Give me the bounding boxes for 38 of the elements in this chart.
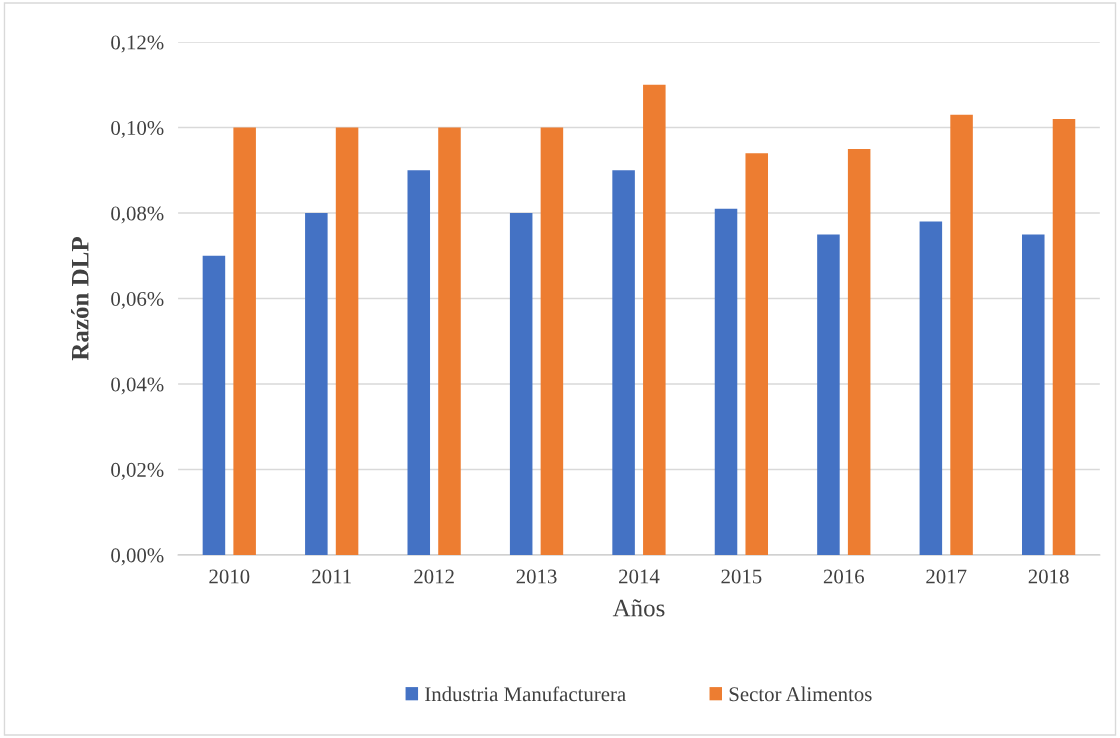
y-tick-label: 0,08% [111, 206, 164, 224]
x-tick-label: 2018 [1028, 569, 1069, 584]
x-tick-label: 2011 [312, 569, 351, 584]
bar [438, 127, 461, 555]
bar [407, 170, 431, 555]
bar [847, 148, 871, 555]
x-tick-label: 2015 [721, 569, 762, 584]
y-tick-label: 0,04% [111, 377, 164, 395]
x-tick-label: 2010 [209, 569, 250, 584]
legend-label: Sector Alimentos [729, 686, 872, 702]
bar [919, 221, 943, 555]
bar [714, 208, 738, 555]
y-tick-label: 0,00% [111, 548, 164, 566]
x-tick-label: 2012 [414, 569, 454, 584]
bar [950, 114, 973, 555]
y-tick-label: 0,10% [111, 120, 164, 138]
y-tick-label: 0,12% [111, 35, 164, 53]
x-tick-label: 2013 [516, 569, 557, 584]
bar [1022, 234, 1045, 555]
bar [509, 213, 533, 555]
legend-label: Industria Manufacturera [425, 686, 626, 702]
x-axis-title: Años [612, 599, 665, 617]
y-axis-title: Razón DLP [71, 237, 89, 361]
y-tick-label: 0,06% [111, 291, 164, 309]
bar [540, 127, 564, 555]
bar [817, 234, 840, 555]
bar [305, 213, 328, 555]
bar [612, 170, 635, 555]
x-tick-label: 2014 [619, 569, 660, 584]
bar [745, 153, 769, 555]
bar [1052, 119, 1076, 555]
bar [233, 127, 256, 555]
bar [335, 127, 359, 555]
x-tick-label: 2016 [823, 569, 865, 584]
y-tick-label: 0,02% [111, 462, 164, 480]
bar [202, 255, 226, 555]
bar [643, 84, 666, 555]
x-tick-label: 2017 [926, 569, 967, 584]
